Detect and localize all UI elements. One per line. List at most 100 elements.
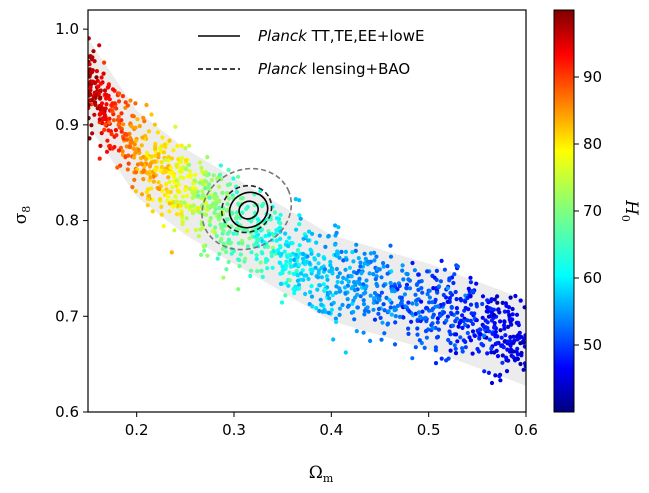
scatter-point (203, 170, 208, 175)
scatter-point (173, 124, 178, 129)
scatter-point (338, 289, 343, 294)
scatter-point (159, 164, 164, 170)
scatter-point (441, 292, 446, 298)
scatter-point (380, 320, 385, 325)
scatter-point (173, 194, 178, 200)
scatter-point (447, 296, 452, 301)
scatter-point (259, 250, 264, 255)
scatter-point (337, 271, 342, 276)
scatter-point (114, 133, 119, 138)
scatter-point (105, 138, 110, 143)
scatter-point (371, 300, 376, 305)
scatter-point (447, 329, 452, 334)
scatter-point (522, 336, 526, 341)
scatter-point (343, 350, 348, 355)
scatter-point (157, 146, 162, 151)
scatter-point (173, 200, 178, 205)
scatter-point (331, 300, 336, 305)
scatter-point (495, 300, 500, 305)
scatter-point (107, 120, 112, 125)
scatter-point (193, 172, 198, 177)
scatter-point (121, 122, 126, 127)
scatter-point (220, 190, 225, 195)
scatter-point (346, 279, 351, 284)
scatter-point (378, 315, 383, 320)
scatter-point (217, 251, 222, 257)
scatter-point (393, 314, 398, 319)
scatter-point (372, 258, 377, 263)
scatter-point (240, 241, 245, 246)
scatter-point (506, 358, 511, 363)
scatter-point (187, 169, 192, 174)
scatter-point (103, 122, 108, 127)
scatter-point (439, 356, 444, 361)
scatter-point (381, 261, 386, 266)
scatter-point (178, 175, 183, 180)
scatter-point (149, 186, 154, 191)
scatter-point (323, 244, 328, 249)
scatter-point (376, 311, 381, 316)
scatter-point (168, 189, 173, 195)
scatter-point (168, 165, 173, 170)
scatter-point (135, 162, 140, 167)
scatter-point (367, 271, 372, 276)
scatter-point (345, 304, 350, 309)
scatter-point (504, 369, 510, 374)
scatter-point (137, 124, 142, 129)
scatter-point (249, 250, 254, 255)
scatter-point (165, 198, 170, 203)
scatter-point (238, 252, 243, 257)
scatter-point (388, 243, 393, 248)
scatter-point (333, 242, 338, 247)
scatter-point (156, 155, 161, 160)
scatter-point (102, 127, 107, 132)
scatter-point (326, 233, 331, 239)
scatter-point (292, 291, 297, 296)
scatter-point (284, 281, 289, 286)
scatter-point (205, 207, 210, 213)
scatter-point (126, 161, 131, 166)
scatter-point (485, 351, 490, 356)
scatter-point (507, 317, 512, 322)
scatter-point (351, 309, 356, 315)
scatter-point (392, 308, 397, 313)
scatter-point (352, 280, 357, 285)
scatter-point (368, 338, 373, 343)
scatter-point (149, 154, 154, 159)
scatter-point (335, 274, 340, 279)
y-axis-title-main: σ (11, 212, 31, 224)
scatter-point (470, 321, 475, 327)
scatter-point (272, 210, 277, 215)
scatter-point (213, 225, 218, 230)
scatter-point (316, 252, 321, 258)
scatter-point (129, 124, 134, 129)
scatter-point (192, 193, 197, 198)
scatter-point (314, 240, 319, 245)
scatter-point (412, 268, 417, 273)
scatter-point (327, 296, 332, 301)
scatter-point (264, 257, 269, 262)
scatter-point (151, 179, 156, 184)
scatter-point (305, 254, 310, 259)
scatter-point (274, 238, 279, 243)
contour-1-68pct (238, 200, 259, 220)
scatter-point (167, 201, 172, 206)
scatter-point (307, 229, 312, 234)
scatter-point (345, 297, 350, 302)
scatter-point (495, 294, 500, 299)
scatter-point (119, 118, 124, 123)
scatter-point (88, 92, 93, 97)
scatter-point (343, 291, 348, 296)
scatter-point (221, 228, 226, 233)
scatter-point (205, 253, 210, 258)
colorbar-tick-label: 80 (583, 135, 602, 153)
scatter-point (98, 95, 103, 100)
scatter-point (135, 117, 140, 122)
scatter-point (116, 99, 122, 104)
scatter-point (160, 135, 165, 140)
scatter-point (284, 259, 289, 264)
scatter-point (406, 300, 411, 305)
scatter-point (489, 318, 494, 323)
scatter-point (498, 378, 503, 383)
scatter-point (500, 300, 505, 305)
